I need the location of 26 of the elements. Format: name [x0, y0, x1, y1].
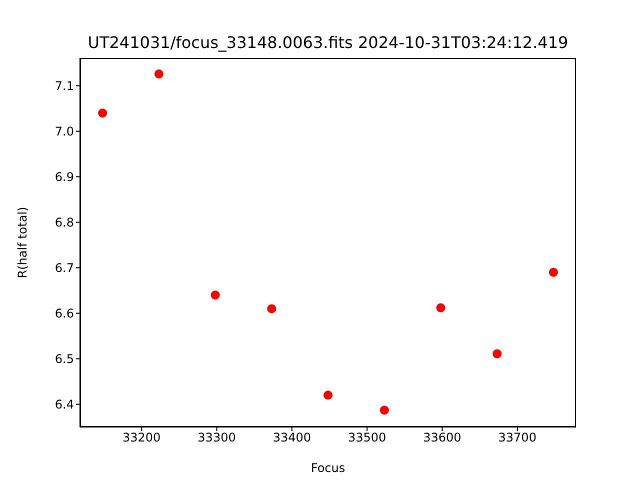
point — [380, 406, 389, 415]
point — [492, 349, 502, 358]
point — [323, 390, 333, 400]
x-tick-label: 33400 — [272, 430, 312, 445]
point — [98, 108, 108, 118]
chart-title: UT241031/focus_33148.0063.fits 2024-10-31T03:24:12.419 — [86, 33, 570, 52]
point — [154, 69, 164, 78]
y-tick-label: 6.8 — [54, 216, 74, 230]
x-tick-label: 33500 — [348, 430, 386, 445]
y-tick-label: 6.5 — [54, 352, 74, 366]
y-tick-label: 6.9 — [54, 170, 74, 184]
point — [548, 268, 558, 277]
x-axis-title: Focus — [310, 461, 346, 475]
y-axis-title: R(half total) — [15, 206, 30, 278]
y-tick-label: 7.1 — [54, 79, 74, 94]
x-tick-label: 33300 — [198, 430, 236, 445]
point — [210, 290, 220, 300]
y-tick-label: 6.6 — [54, 306, 74, 321]
x-tick-label: 33600 — [423, 430, 462, 445]
x-tick-label: 33200 — [122, 430, 161, 445]
y-tick-label: 6.4 — [54, 398, 74, 412]
point — [436, 303, 446, 312]
y-tick-label: 7.0 — [54, 124, 74, 139]
x-tick-label: 33700 — [498, 430, 536, 445]
y-tick-label: 6.7 — [54, 261, 74, 276]
point — [267, 304, 276, 314]
